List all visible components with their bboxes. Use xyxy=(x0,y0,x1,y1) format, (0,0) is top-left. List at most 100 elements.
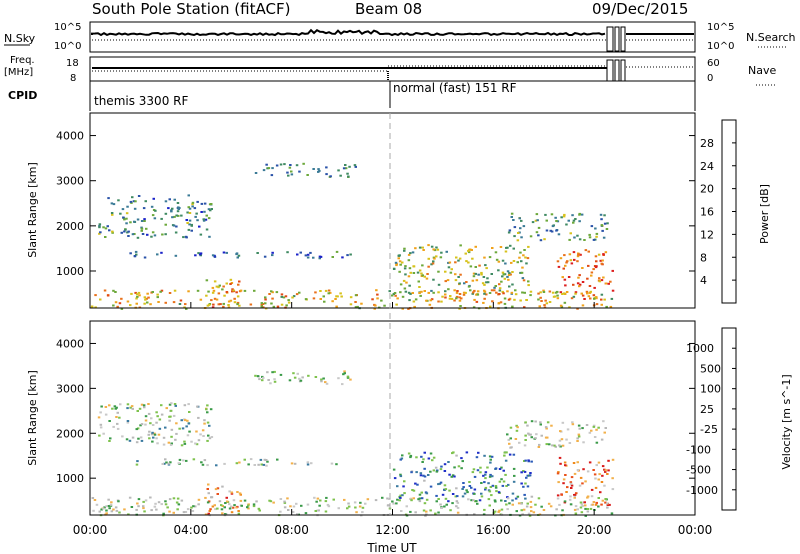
range-gate-cell xyxy=(205,214,208,217)
range-gate-cell xyxy=(555,508,558,511)
range-gate-cell xyxy=(579,501,583,504)
range-gate-cell xyxy=(604,469,608,472)
range-gate-cell xyxy=(221,512,224,515)
range-gate-cell xyxy=(433,257,436,260)
range-gate-cell xyxy=(476,469,480,472)
range-gate-cell xyxy=(396,485,399,488)
range-gate-cell xyxy=(408,267,412,270)
range-gate-cell xyxy=(483,292,486,295)
colorbar-tick-label: -25 xyxy=(700,423,718,436)
range-gate-cell xyxy=(578,220,581,223)
range-gate-cell xyxy=(164,500,167,503)
range-gate-cell xyxy=(134,200,137,203)
range-gate-cell xyxy=(291,511,295,513)
range-gate-cell xyxy=(111,230,114,233)
range-gate-cell xyxy=(266,460,269,463)
range-gate-cell xyxy=(603,214,606,217)
range-gate-cell xyxy=(504,500,507,502)
range-gate-cell xyxy=(115,416,118,418)
range-gate-cell xyxy=(487,498,491,501)
range-gate-cell xyxy=(475,500,478,503)
range-gate-cell xyxy=(429,299,432,302)
range-gate-cell xyxy=(548,443,551,446)
range-gate-cell xyxy=(247,463,250,466)
range-gate-cell xyxy=(461,460,464,463)
range-gate-cell xyxy=(211,286,215,289)
range-gate-cell xyxy=(582,468,585,471)
range-gate-cell xyxy=(524,421,527,424)
range-gate-cell xyxy=(419,472,423,475)
range-gate-cell xyxy=(188,411,191,413)
range-gate-cell xyxy=(314,510,317,512)
range-gate-cell xyxy=(554,216,557,219)
range-gate-cell xyxy=(304,254,308,257)
range-gate-cell xyxy=(522,254,525,257)
range-gate-cell xyxy=(143,296,147,299)
date-label: 09/Dec/2015 xyxy=(592,0,688,18)
range-gate-cell xyxy=(529,433,532,436)
range-gate-cell xyxy=(111,231,114,234)
range-gate-cell xyxy=(519,299,522,302)
range-gate-cell xyxy=(144,499,148,502)
range-gate-cell xyxy=(472,306,476,309)
range-gate-cell xyxy=(175,225,178,228)
range-gate-cell xyxy=(324,381,327,384)
range-gate-cell xyxy=(462,486,465,489)
range-gate-cell xyxy=(603,431,606,434)
range-gate-cell xyxy=(546,421,550,424)
range-gate-cell xyxy=(455,505,458,508)
range-gate-cell xyxy=(572,219,576,222)
range-gate-cell xyxy=(592,424,596,427)
range-gate-cell xyxy=(124,228,127,231)
range-gate-cell xyxy=(177,206,180,209)
range-gate-cell xyxy=(497,260,501,263)
range-gate-cell xyxy=(522,225,526,228)
range-gate-cell xyxy=(490,289,494,292)
range-gate-cell xyxy=(249,303,253,306)
range-gate-cell xyxy=(602,420,605,423)
range-gate-cell xyxy=(416,271,420,274)
range-gate-cell xyxy=(597,253,601,256)
range-gate-cell xyxy=(185,459,188,462)
range-gate-cell xyxy=(488,490,492,493)
range-gate-cell xyxy=(104,406,108,408)
range-gate-cell xyxy=(559,462,562,465)
range-gate-cell xyxy=(465,260,468,263)
range-gate-cell xyxy=(296,513,299,516)
range-gate-cell xyxy=(456,511,460,514)
range-gate-cell xyxy=(254,172,258,174)
range-gate-cell xyxy=(493,286,496,289)
range-gate-cell xyxy=(422,249,425,251)
range-gate-cell xyxy=(174,254,178,257)
range-gate-cell xyxy=(130,292,133,295)
range-gate-cell xyxy=(264,298,267,301)
range-gate-cell xyxy=(346,375,350,378)
range-gate-cell xyxy=(208,203,212,206)
range-gate-cell xyxy=(287,509,290,511)
range-gate-cell xyxy=(457,465,461,468)
range-gate-cell xyxy=(455,256,458,259)
range-gate-cell xyxy=(458,293,462,295)
range-gate-cell xyxy=(589,297,592,300)
range-gate-cell xyxy=(310,462,313,465)
range-gate-cell xyxy=(396,297,399,300)
range-gate-cell xyxy=(526,257,530,260)
range-gate-cell xyxy=(185,425,188,428)
range-gate-cell xyxy=(405,281,408,284)
range-gate-cell xyxy=(417,280,420,283)
range-gate-cell xyxy=(611,269,614,272)
range-gate-cell xyxy=(493,510,497,513)
range-gate-cell xyxy=(576,437,579,440)
range-gate-cell xyxy=(535,231,539,234)
range-gate-cell xyxy=(592,238,596,241)
range-gate-cell xyxy=(400,510,403,512)
range-gate-cell xyxy=(164,503,168,506)
range-gate-cell xyxy=(511,499,514,502)
range-gate-cell xyxy=(482,513,486,516)
colorbar-tick-label: 12 xyxy=(700,228,714,241)
range-gate-cell xyxy=(203,422,206,425)
range-gate-cell xyxy=(135,428,138,431)
range-gate-cell xyxy=(530,510,533,513)
range-gate-cell xyxy=(152,436,155,439)
range-gate-cell xyxy=(198,225,201,228)
